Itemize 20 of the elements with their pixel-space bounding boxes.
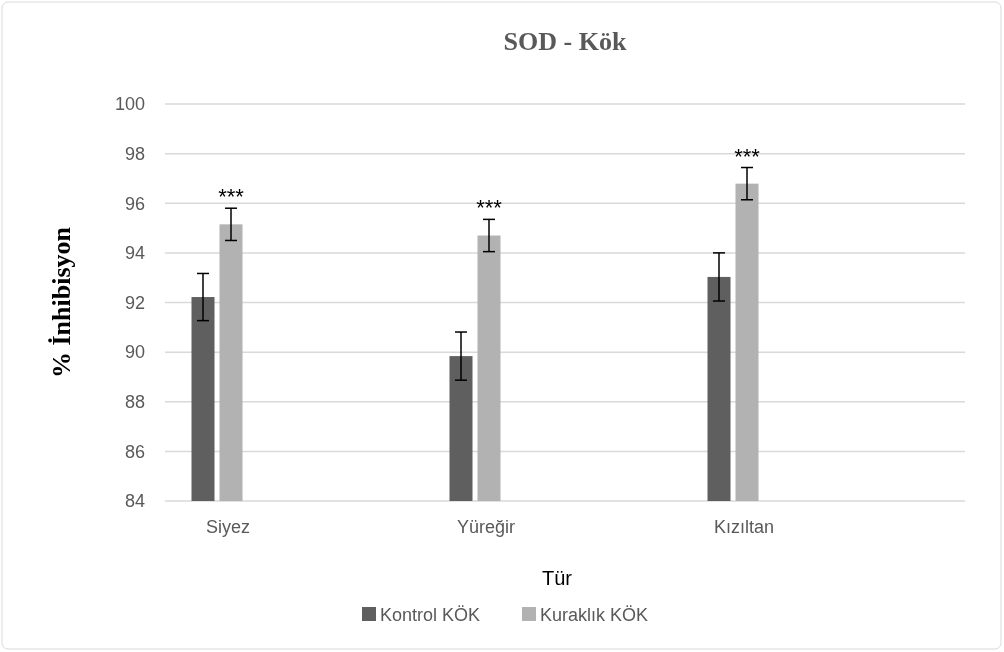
- y-tick-label: 100: [114, 94, 145, 115]
- y-tick-label: 84: [124, 491, 145, 512]
- annotation: ***: [734, 143, 761, 169]
- y-axis-title: % İnhibisyon: [47, 226, 76, 379]
- y-tick-label: 98: [124, 143, 145, 164]
- y-tick-label: 90: [124, 342, 145, 363]
- x-tick-label: Kızıltan: [713, 517, 775, 537]
- y-tick-label: 96: [124, 193, 145, 214]
- annotation: ***: [218, 184, 245, 210]
- x-axis-title: Tür: [542, 567, 573, 589]
- x-tick-label: Yüreğir: [456, 517, 516, 537]
- legend-label: Kuraklık KÖK: [540, 605, 649, 625]
- x-tick-label: Siyez: [205, 517, 251, 537]
- y-tick-label: 86: [124, 441, 145, 462]
- legend-label: Kontrol KÖK: [380, 605, 481, 625]
- y-tick-label: 94: [124, 243, 145, 264]
- y-tick-label: 92: [124, 292, 145, 313]
- y-tick-label: 88: [124, 392, 145, 413]
- chart-title: SOD - Kök: [503, 27, 627, 56]
- annotation: ***: [476, 195, 503, 221]
